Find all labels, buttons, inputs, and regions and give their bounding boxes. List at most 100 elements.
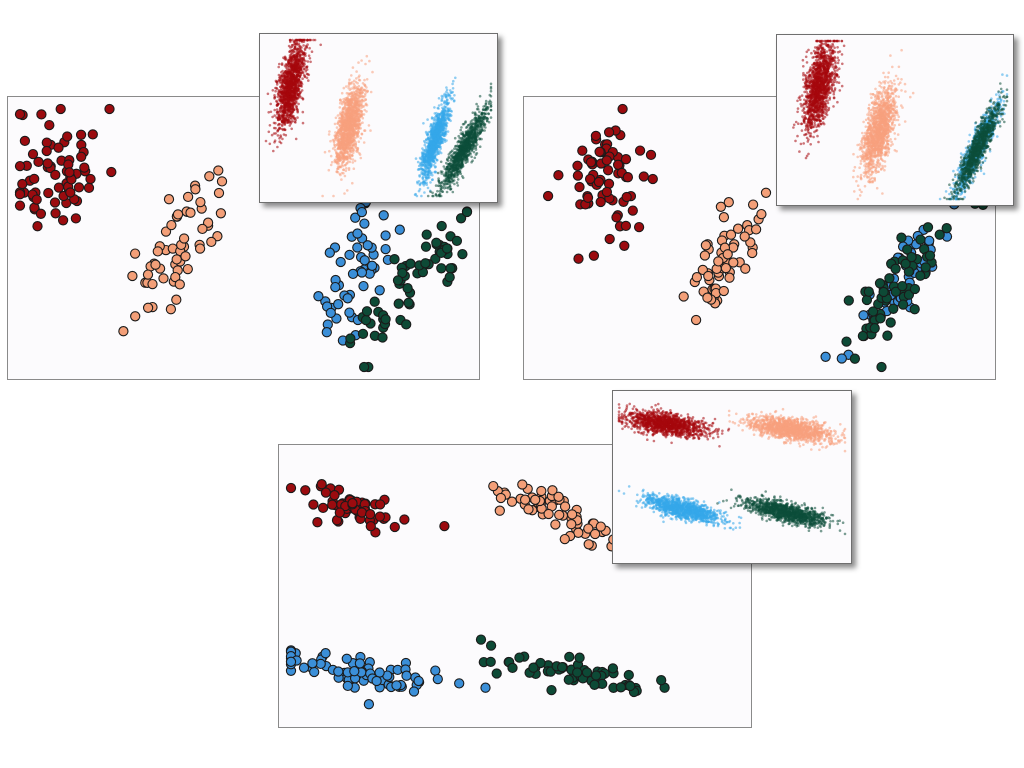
data-point <box>444 272 455 283</box>
inset-point <box>356 91 360 94</box>
inset-point <box>342 156 345 159</box>
inset-point <box>296 48 299 51</box>
data-point <box>50 169 61 181</box>
inset-point <box>427 159 431 163</box>
inset-point <box>293 40 296 43</box>
data-point <box>27 148 39 160</box>
data-point <box>160 226 172 237</box>
inset-point <box>354 123 358 127</box>
data-point <box>41 137 52 148</box>
inset-point <box>350 94 354 98</box>
inset-point <box>306 73 310 76</box>
data-point <box>55 103 66 115</box>
data-point <box>356 206 368 218</box>
inset-point <box>291 38 294 42</box>
inset-point <box>365 54 369 58</box>
inset-point <box>266 92 270 96</box>
data-point <box>380 230 391 241</box>
inset-point <box>417 167 421 171</box>
inset-point <box>358 79 362 82</box>
inset-point <box>264 139 268 143</box>
inset-point <box>432 154 435 157</box>
inset-point <box>350 98 353 102</box>
inset-point <box>365 78 369 81</box>
data-point <box>171 294 182 305</box>
inset-point <box>345 137 348 140</box>
inset-point <box>301 97 305 100</box>
inset-point <box>361 116 365 120</box>
inset-point <box>341 118 344 121</box>
inset-point <box>308 38 311 42</box>
inset-point <box>439 140 443 144</box>
data-point <box>42 158 53 169</box>
inset-point <box>297 84 301 87</box>
data-point <box>83 182 95 194</box>
data-point <box>50 208 61 219</box>
inset-series-2 <box>321 54 374 198</box>
inset-point <box>280 123 284 126</box>
inset-point <box>456 184 460 187</box>
data-point <box>43 187 54 199</box>
data-point <box>65 187 76 198</box>
inset-point <box>302 57 305 61</box>
inset-point <box>307 54 311 57</box>
data-point <box>62 131 73 142</box>
inset-point <box>349 128 352 132</box>
inset-point <box>429 125 432 128</box>
data-point <box>104 103 115 115</box>
inset-point <box>345 157 349 160</box>
inset-point <box>282 92 286 95</box>
inset-point <box>443 131 447 135</box>
inset-point <box>423 191 426 194</box>
data-point <box>393 298 404 309</box>
inset-point <box>364 92 367 96</box>
inset-point <box>360 99 364 102</box>
inset-point <box>453 147 456 150</box>
inset-point <box>285 121 288 124</box>
data-point <box>190 184 201 195</box>
data-point <box>73 182 85 193</box>
data-point <box>356 267 368 278</box>
inset-point <box>420 158 424 161</box>
inset-point <box>431 178 434 181</box>
inset-point <box>344 126 347 130</box>
inset-point <box>476 105 480 108</box>
inset-point <box>328 130 331 133</box>
data-point <box>195 196 206 208</box>
inset-point <box>298 59 301 63</box>
inset-point <box>268 124 272 127</box>
inset-point <box>362 141 366 144</box>
inset-point <box>339 147 343 150</box>
inset-point <box>354 141 357 144</box>
inset-point <box>296 60 300 64</box>
data-point <box>41 145 52 157</box>
data-point <box>392 275 404 286</box>
inset-point <box>433 112 437 115</box>
inset-point <box>354 93 357 96</box>
inset-point <box>360 86 363 90</box>
inset-point <box>363 129 366 132</box>
inset-point <box>343 192 346 195</box>
inset-point <box>356 126 360 130</box>
inset-point <box>334 131 337 134</box>
inset-point <box>433 106 436 109</box>
inset-point <box>356 119 359 122</box>
inset-point <box>350 146 354 150</box>
inset-point <box>290 87 294 90</box>
inset-point <box>343 174 347 178</box>
inset-point <box>455 181 459 184</box>
inset-point <box>443 105 446 108</box>
inset-point <box>451 97 454 100</box>
inset-point <box>276 123 280 127</box>
data-point <box>29 173 40 185</box>
inset-point <box>299 46 302 49</box>
inset-point <box>417 189 421 193</box>
inset-point <box>475 102 478 106</box>
data-point <box>166 219 177 231</box>
inset-point <box>280 127 284 131</box>
inset-point <box>284 102 287 106</box>
inset-point <box>430 127 434 131</box>
inset-point <box>364 98 367 101</box>
inset-point <box>283 107 287 110</box>
data-point <box>49 197 61 208</box>
